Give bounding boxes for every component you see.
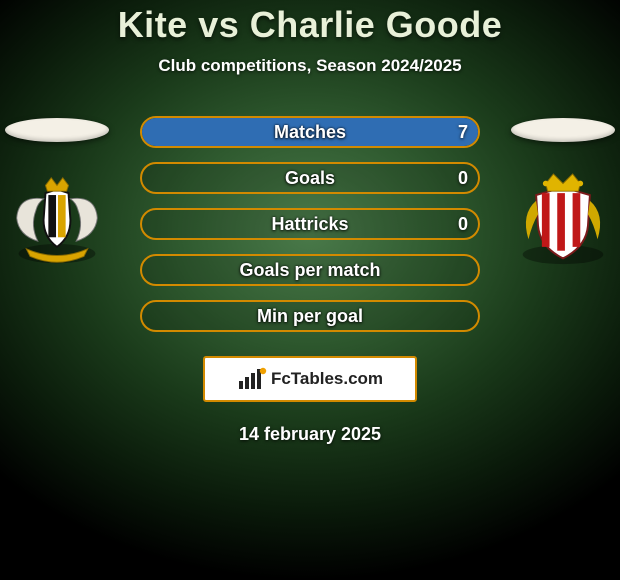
stat-label: Goals per match [142, 260, 478, 281]
player-right-column [508, 116, 618, 268]
comparison-area: Matches 7 Goals 0 Hattricks 0 Goals per … [0, 116, 620, 332]
stat-label: Hattricks [142, 214, 478, 235]
stat-row-goals: Goals 0 [140, 162, 480, 194]
stat-bars: Matches 7 Goals 0 Hattricks 0 Goals per … [140, 116, 480, 332]
page-title: Kite vs Charlie Goode [118, 4, 503, 46]
club-left-crest-icon [9, 172, 105, 268]
date-text: 14 february 2025 [239, 424, 381, 445]
club-right-crest-icon [515, 172, 611, 268]
player-right-oval [511, 118, 615, 142]
page-subtitle: Club competitions, Season 2024/2025 [158, 56, 461, 76]
stat-label: Min per goal [142, 306, 478, 327]
stat-row-matches: Matches 7 [140, 116, 480, 148]
stat-value-right: 0 [458, 168, 468, 189]
stat-value-right: 7 [458, 122, 468, 143]
stat-fill-right [142, 118, 478, 146]
content-root: Kite vs Charlie Goode Club competitions,… [0, 0, 620, 580]
stat-row-goals-per-match: Goals per match [140, 254, 480, 286]
stat-row-min-per-goal: Min per goal [140, 300, 480, 332]
brand-bars-icon [237, 367, 267, 391]
brand-text: FcTables.com [271, 369, 383, 389]
player-left-column [2, 116, 112, 268]
stat-value-right: 0 [458, 214, 468, 235]
player-left-oval [5, 118, 109, 142]
stat-label: Goals [142, 168, 478, 189]
stat-row-hattricks: Hattricks 0 [140, 208, 480, 240]
brand-badge: FcTables.com [203, 356, 417, 402]
